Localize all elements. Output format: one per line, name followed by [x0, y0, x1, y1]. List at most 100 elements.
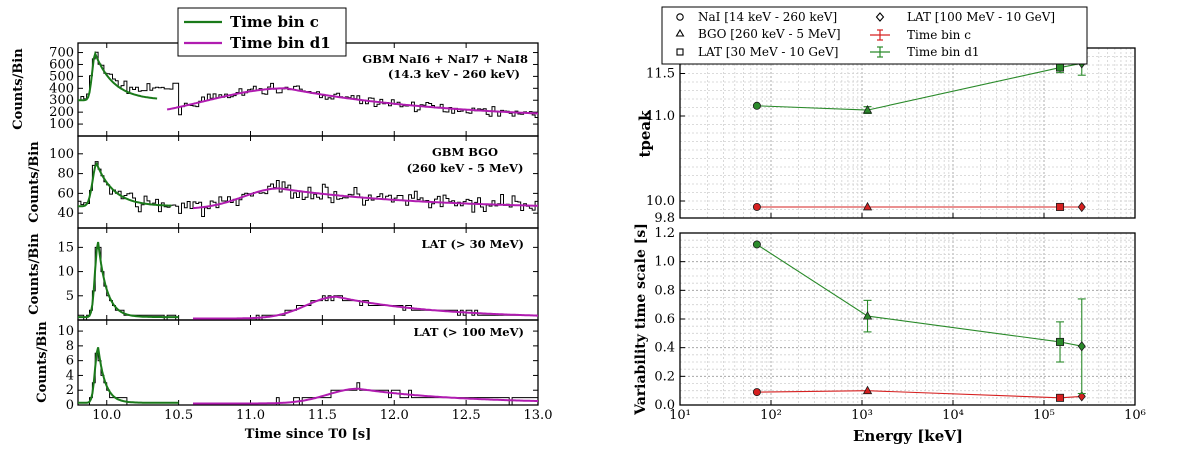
left-ytick-label: 5	[66, 289, 74, 304]
panel-2-label-line2: (260 keV - 5 MeV)	[407, 161, 524, 175]
panel-3-label: LAT (> 30 MeV)	[422, 237, 524, 251]
variability-point-diamond-c	[1077, 391, 1086, 402]
panel-2-ylabel: Counts/Bin	[27, 141, 42, 223]
left-ytick-label: 300	[49, 93, 74, 108]
panel-4-label: LAT (> 100 MeV)	[414, 325, 524, 339]
bottom-ytick-label: 0.4	[654, 341, 675, 356]
variability-line-time-bin-c	[756, 390, 1082, 399]
variability-point-circle-c	[752, 388, 761, 397]
legend-label-lat30: LAT [30 MeV - 10 GeV]	[698, 45, 838, 59]
left-ytick-label: 8	[66, 339, 74, 354]
left-xtick-label: 12.5	[452, 408, 481, 423]
tpeak-point-square-c	[1056, 202, 1065, 211]
bottom-ytick-label: 0.8	[654, 283, 675, 298]
tpeak-line-time-bin-d1	[756, 62, 1082, 111]
variability-line-time-bin-d1	[756, 244, 1082, 347]
right-grid	[679, 47, 1136, 406]
right-xtick-label: 10¹	[669, 408, 691, 423]
legend-label-time-bin-c: Time bin c	[230, 13, 319, 31]
right-xtick-label: 10⁶	[1124, 408, 1146, 423]
left-ytick-label: 500	[49, 69, 74, 84]
left-xtick-label: 11.0	[236, 408, 265, 423]
panel-1-ylabel: Counts/Bin	[11, 48, 26, 130]
bottom-ytick-label: 1.2	[654, 226, 675, 241]
left-ytick-label: 0	[66, 398, 74, 413]
left-xtick-label: 11.5	[308, 408, 337, 423]
histogram-panel-3	[78, 246, 538, 321]
legend-square-icon	[676, 48, 684, 56]
bottom-ytick-label: 1.0	[654, 255, 675, 270]
left-xtick-label: 13.0	[524, 408, 553, 423]
panel-3-ylabel: Counts/Bin	[27, 233, 42, 315]
left-ytick-label: 10	[57, 265, 74, 280]
left-xtick-label: 10.5	[164, 408, 193, 423]
left-ytick-label: 100	[49, 117, 74, 132]
right-xlabel: Energy [keV]	[853, 427, 963, 445]
legend-label-nai: NaI [14 keV - 260 keV]	[698, 10, 837, 24]
tpeak-point-circle-d1	[752, 101, 761, 110]
legend-label-bgo: BGO [260 keV - 5 MeV]	[698, 27, 841, 41]
tpeak-point-triangle-d1	[862, 105, 873, 114]
legend-label-time-bin-d1: Time bin d1	[230, 34, 331, 52]
variability-point-circle-d1	[752, 240, 761, 249]
right-xtick-label: 10⁵	[1033, 408, 1055, 423]
top-ytick-label: 10.0	[646, 194, 675, 209]
left-ytick-label: 600	[49, 57, 74, 72]
left-ytick-label: 80	[57, 167, 74, 182]
top-ytick-label: 9.8	[654, 211, 675, 226]
fit-time-bin-c-panel-1	[78, 50, 158, 102]
fit-time-bin-d1-panel-2	[192, 187, 539, 210]
bottom-ylabel: Variability time scale [s]	[633, 223, 649, 416]
panel-4-ylabel: Counts/Bin	[35, 321, 50, 403]
left-ytick-label: 400	[49, 81, 74, 96]
left-ytick-label: 700	[49, 46, 74, 61]
left-curves	[78, 50, 539, 406]
fit-time-bin-d1-panel-1	[166, 87, 539, 115]
left-ytick-label: 4	[66, 368, 74, 383]
left-legend: Time bin c Time bin d1	[177, 7, 347, 57]
left-xlabel: Time since T0 [s]	[245, 427, 371, 442]
left-ytick-label: 40	[57, 206, 74, 221]
legend-label-time-bin-d1-right: Time bin d1	[907, 45, 980, 59]
fit-time-bin-c-panel-4	[78, 347, 179, 404]
variability-point-triangle-d1	[862, 311, 873, 320]
right-series	[752, 50, 1086, 402]
left-ytick-label: 6	[66, 354, 74, 369]
right-xtick-label: 10³	[851, 408, 873, 423]
left-ytick-label: 10	[57, 324, 74, 339]
variability-point-square-d1	[1056, 337, 1065, 346]
legend-label-time-bin-c-right: Time bin c	[907, 28, 971, 42]
bottom-ytick-label: 0.2	[654, 369, 675, 384]
panel-2-label-line1: GBM BGO	[432, 145, 498, 159]
legend-triangle-icon	[675, 28, 685, 37]
left-ticks: 10.0 10.5 11.0 11.5 12.0 12.5 13.0100200300400…	[49, 43, 552, 423]
left-ytick-label: 2	[66, 383, 74, 398]
legend-errbar-green-icon	[870, 46, 890, 58]
legend-errbar-red-icon	[870, 29, 890, 41]
legend-label-lat100: LAT [100 MeV - 10 GeV]	[907, 10, 1055, 24]
left-ytick-label: 100	[49, 147, 74, 162]
variability-point-diamond-d1	[1077, 341, 1086, 352]
left-xtick-label: 10.0	[92, 408, 121, 423]
tpeak-point-square-d1	[1056, 63, 1065, 72]
left-panel-4-frame	[77, 319, 539, 406]
histogram-panel-4	[78, 352, 538, 406]
tpeak-point-circle-c	[752, 202, 761, 211]
left-ytick-label: 15	[57, 240, 74, 255]
panel-1-label-line1: GBM NaI6 + NaI7 + NaI8	[362, 52, 528, 66]
top-ylabel: tpeak	[636, 110, 654, 158]
top-ytick-label: 11.5	[646, 67, 675, 82]
fit-time-bin-c-panel-3	[78, 241, 179, 319]
variability-point-triangle-c	[862, 385, 873, 395]
tpeak-point-diamond-c	[1077, 201, 1086, 213]
right-ticks: 10¹ 10² 10³ 10⁴ 10⁵ 10⁶ 9.8 10.0 11.0 11.5 0.0 0.2 0…	[646, 67, 1146, 424]
right-legend: NaI [14 keV - 260 keV] BGO [260 keV - 5 …	[661, 6, 1088, 65]
left-ytick-label: 60	[57, 186, 74, 201]
bottom-ytick-label: 0.6	[654, 312, 675, 327]
right-xtick-label: 10⁴	[942, 408, 964, 423]
fit-time-bin-d1-panel-4	[193, 387, 538, 405]
tpeak-point-triangle-c	[862, 201, 873, 211]
fit-time-bin-d1-panel-3	[193, 295, 538, 320]
fit-time-bin-c-panel-2	[78, 161, 172, 208]
